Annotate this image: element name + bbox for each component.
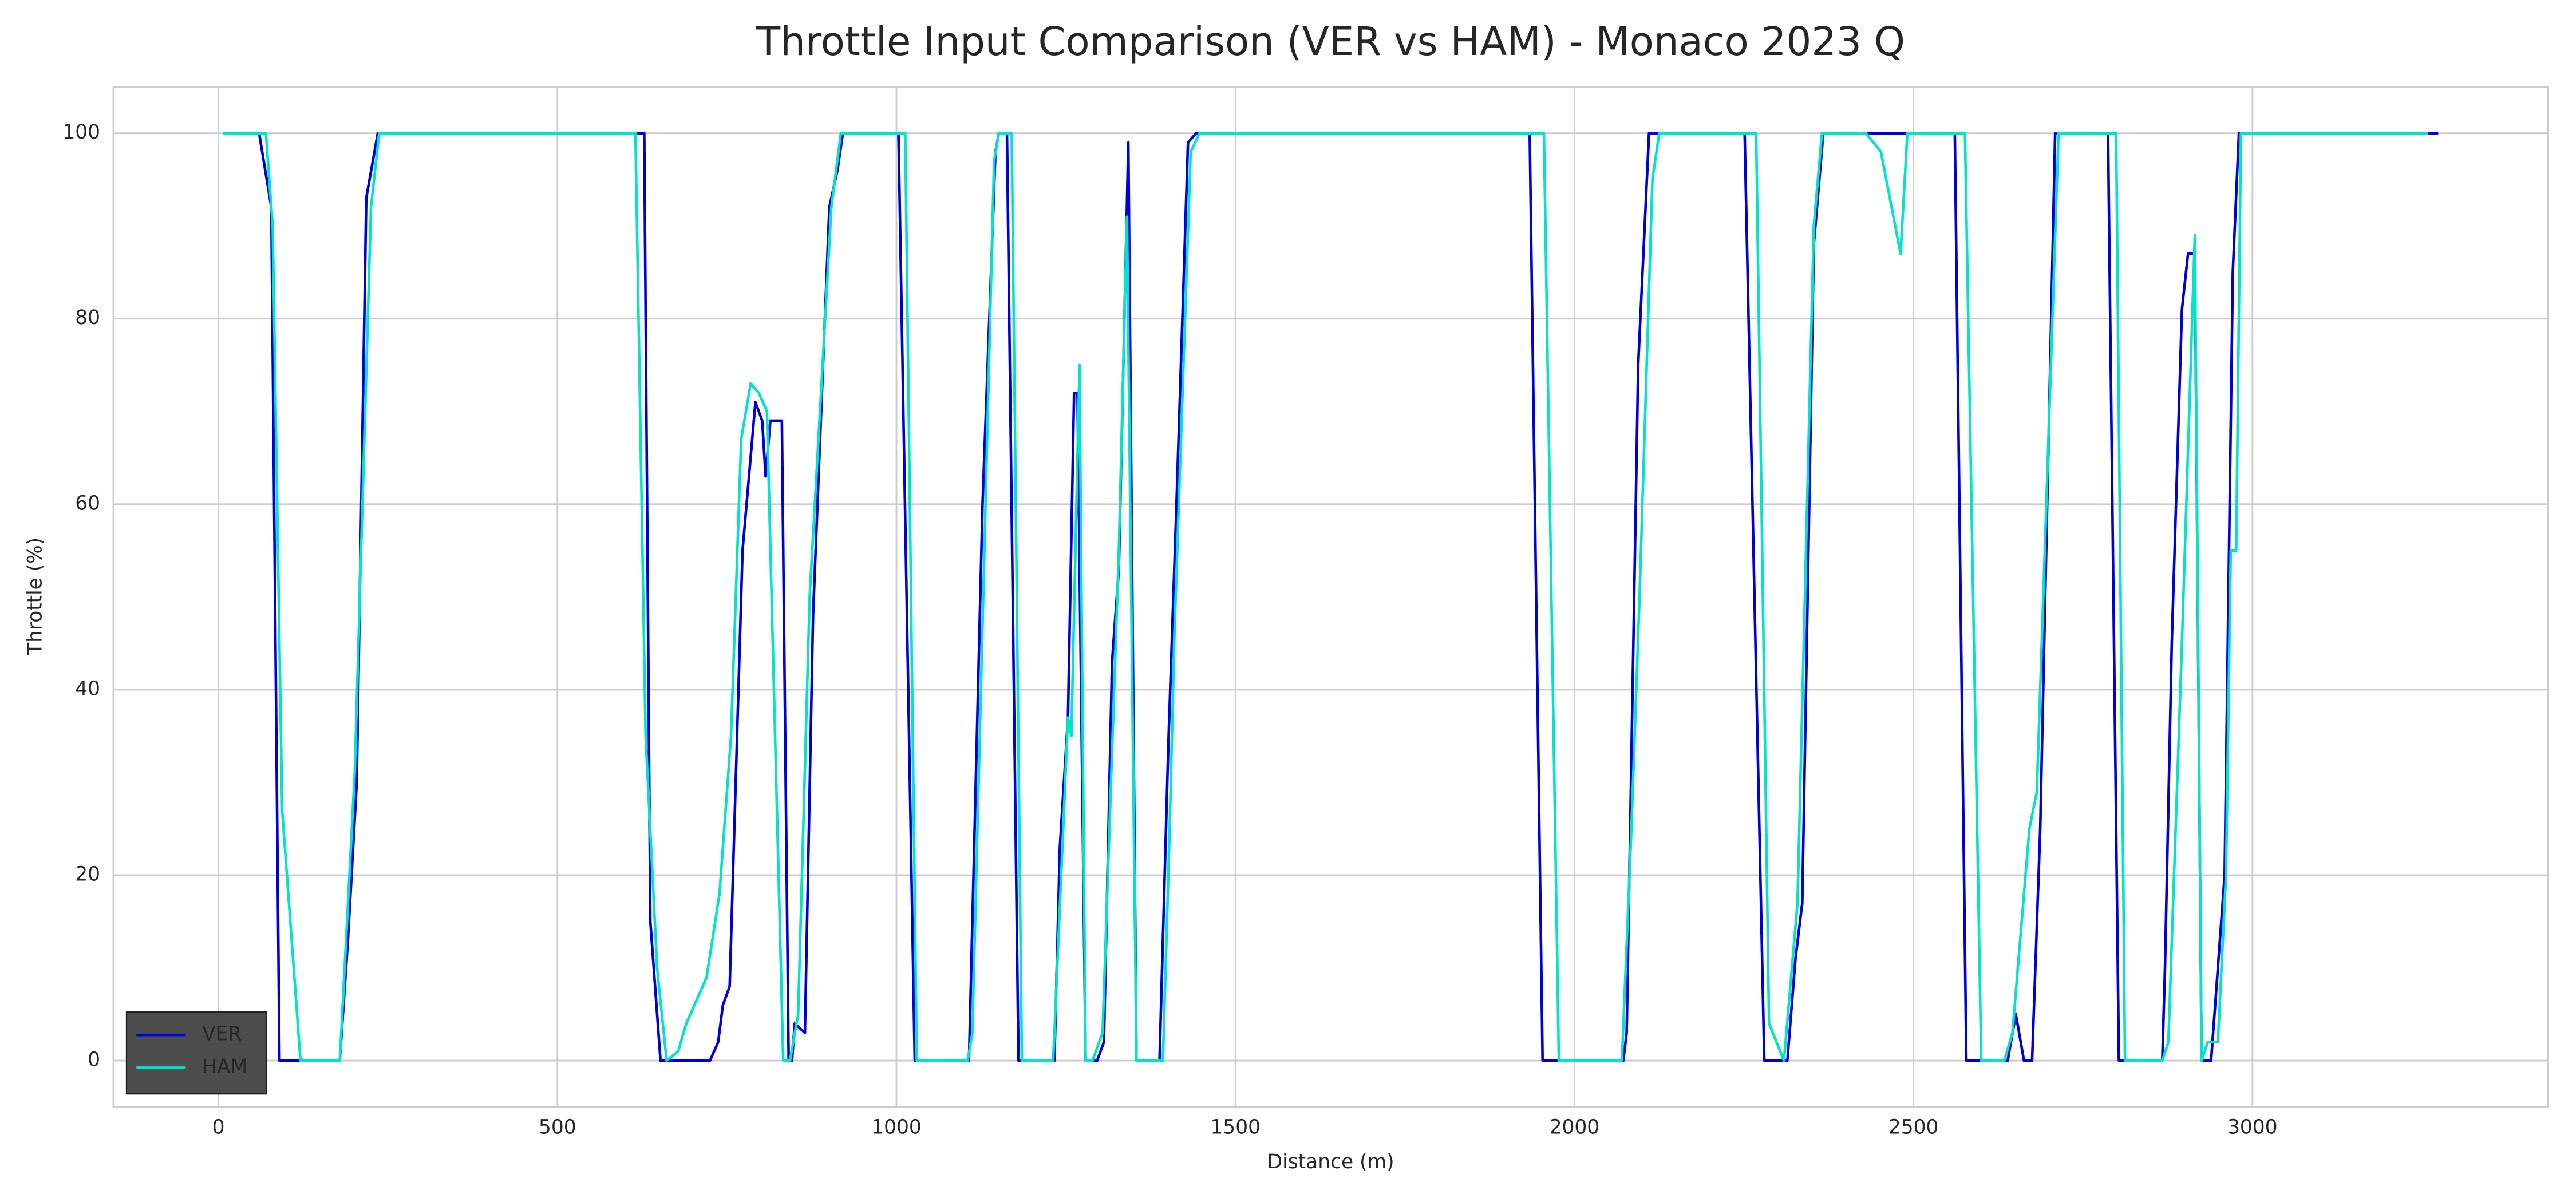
legend: VER HAM xyxy=(125,1011,267,1095)
chart-title: Throttle Input Comparison (VER vs HAM) -… xyxy=(756,19,1905,65)
legend-label: HAM xyxy=(202,1055,247,1078)
y-axis-label: Throttle (%) xyxy=(24,537,47,655)
data-line xyxy=(223,132,2439,1062)
x-tick-label: 0 xyxy=(212,1116,225,1139)
y-tick-label: 60 xyxy=(75,492,100,515)
x-tick-label: 2000 xyxy=(1550,1116,1600,1139)
x-tick-label: 1000 xyxy=(871,1116,922,1139)
plot-area xyxy=(112,86,2549,1108)
data-line xyxy=(223,132,2428,1062)
legend-label: VER xyxy=(202,1023,242,1046)
y-tick-label: 100 xyxy=(62,121,100,144)
x-tick-label: 3000 xyxy=(2227,1116,2278,1139)
x-tick-label: 2500 xyxy=(1888,1116,1939,1139)
legend-box xyxy=(125,1011,267,1095)
y-tick-label: 40 xyxy=(75,677,100,700)
y-tick-label: 80 xyxy=(75,306,100,329)
x-tick-label: 500 xyxy=(539,1116,576,1139)
y-tick-label: 20 xyxy=(75,863,100,885)
y-tick-label: 0 xyxy=(88,1049,100,1071)
x-tick-label: 1500 xyxy=(1210,1116,1261,1139)
x-axis-label: Distance (m) xyxy=(1267,1150,1394,1173)
